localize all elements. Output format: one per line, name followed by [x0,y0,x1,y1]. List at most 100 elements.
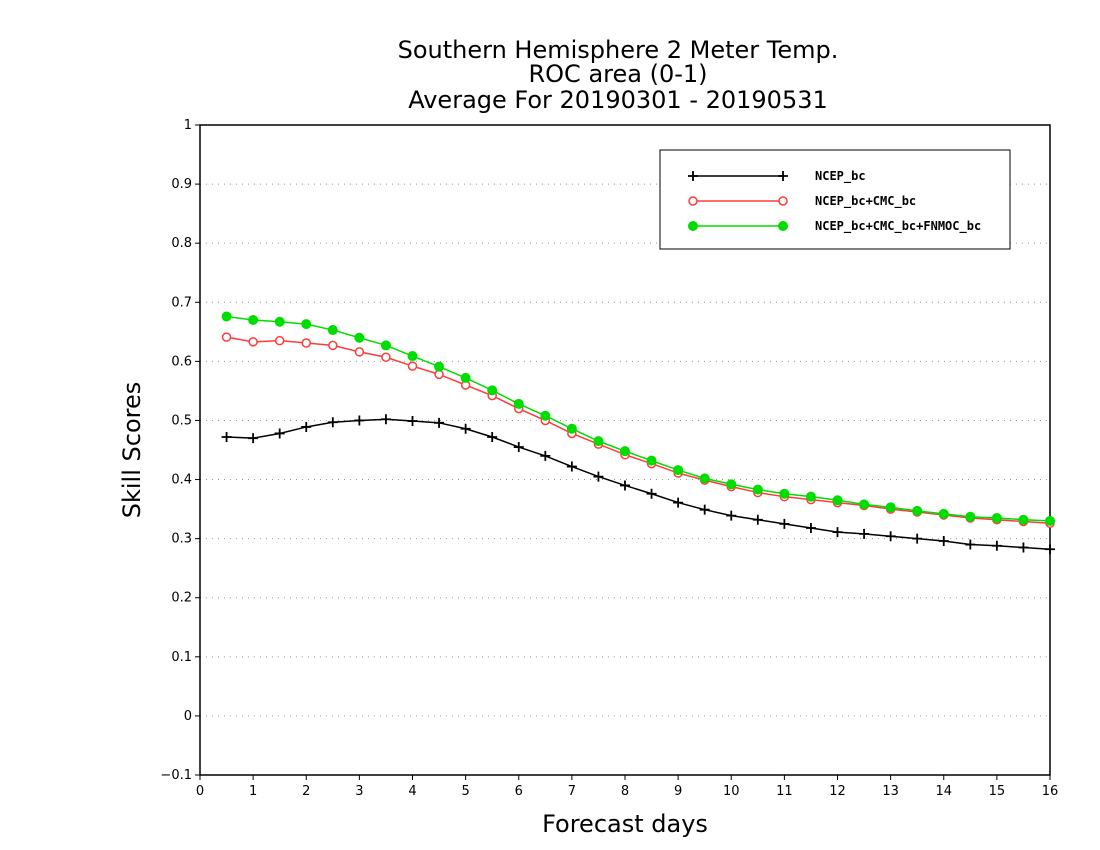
data-point [354,415,365,426]
x-tick-label: 0 [196,784,204,799]
legend-item-2: NCEP_bc+CMC_bc [688,194,916,209]
x-tick-label: 16 [1042,784,1059,799]
y-tick-label: 0.3 [171,532,192,547]
data-point [327,417,338,428]
legend: NCEP_bc NCEP_bc+CMC_bc NCEP_bc+CMC_bc+FNMO… [659,149,1011,250]
series-1 [221,414,1055,555]
data-point [673,497,684,508]
data-point [779,488,790,499]
data-point [965,511,976,522]
data-point [301,338,311,348]
data-point [513,398,524,409]
data-point [566,423,577,434]
data-point [274,428,285,439]
data-point [487,385,498,396]
series-layer [221,311,1055,555]
data-point [885,502,896,513]
x-tick-label: 7 [568,784,576,799]
legend-marker-start [688,171,698,181]
y-tick-label: −0.1 [160,768,192,783]
data-point [301,421,312,432]
x-tick-label: 8 [621,784,629,799]
x-tick-label: 14 [935,784,952,799]
data-point [460,372,471,383]
data-point [991,512,1002,523]
legend-label: NCEP_bc+CMC_bc+FNMOC_bc [815,219,981,234]
data-point [248,337,258,347]
data-point [354,332,365,343]
data-point [381,352,391,362]
data-point [487,432,498,442]
data-point [1045,515,1055,526]
legend-item-3: NCEP_bc+CMC_bc+FNMOC_bc [688,219,981,234]
data-point [805,491,816,502]
series-line [226,336,1051,525]
data-point [407,416,418,427]
x-tick-label: 6 [515,784,523,799]
x-tick-label: 4 [408,784,416,799]
data-point [912,505,923,516]
data-point [832,495,843,506]
data-point [354,347,365,357]
data-point [540,450,551,461]
data-point [566,461,577,472]
legend-marker-start [688,221,698,231]
y-tick-label: 0 [184,709,192,724]
data-point [646,455,657,466]
legend-marker-end [778,196,788,206]
data-point [620,446,630,457]
data-point [407,351,418,362]
x-tick-label: 11 [776,784,793,799]
chart-title-line-1: Southern Hemisphere 2 Meter Temp. [398,36,839,64]
data-point [699,473,710,484]
data-point [434,417,445,428]
data-point [434,361,445,372]
data-point [620,480,630,491]
x-tick-label: 9 [674,784,682,799]
x-tick-label: 3 [355,784,363,799]
legend-label: NCEP_bc+CMC_bc [815,194,916,209]
data-point [301,319,312,330]
data-point [938,508,949,519]
data-point [248,433,259,444]
data-point [328,340,338,351]
x-tick-label: 2 [302,784,310,799]
x-tick-label: 13 [882,784,899,799]
data-point [407,361,418,371]
y-tick-label: 0.9 [171,177,192,192]
data-point [1045,544,1055,555]
series-line [226,418,1051,551]
x-tick-label: 12 [829,784,846,799]
data-point [248,315,259,325]
chart-title-line-2: ROC area (0-1) [528,60,707,88]
data-point [1018,514,1029,525]
y-tick-label: 0.8 [171,236,192,251]
x-axis-label: Forecast days [542,810,708,838]
data-point [274,335,285,346]
axes: −0.100.10.20.30.40.50.60.70.80.910 1 2 3 4 5 6… [160,118,1058,799]
series-2 [221,332,1055,529]
data-point [805,523,816,533]
data-point [221,311,232,322]
data-point [221,332,232,342]
data-point [513,442,524,453]
data-point [991,540,1002,551]
legend-item-1: NCEP_bc [688,169,866,184]
legend-box [659,149,1011,250]
data-point [646,488,657,499]
data-point [832,527,843,538]
data-point [938,536,949,546]
data-point [380,340,391,351]
data-point [752,484,763,495]
y-tick-label: 0.1 [171,650,192,665]
data-point [726,479,737,490]
data-point [912,533,923,544]
legend-marker-end [778,221,788,231]
data-point [327,325,338,336]
data-point [380,414,391,425]
data-point [593,471,604,482]
legend-label: NCEP_bc [815,169,866,184]
data-point [859,528,870,539]
y-axis-label: Skill Scores [118,382,146,519]
